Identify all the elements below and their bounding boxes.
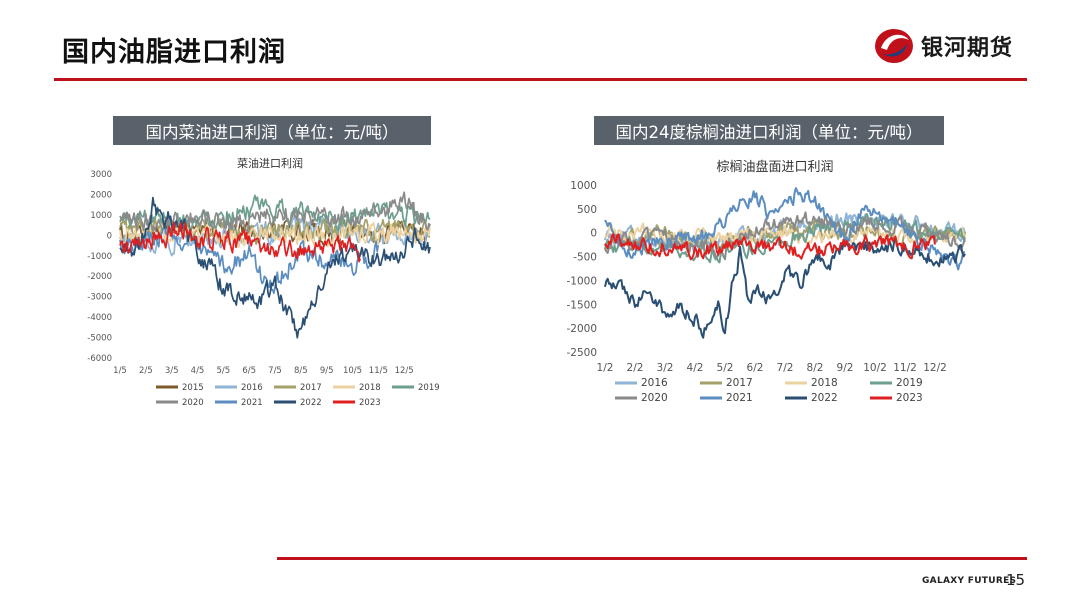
palm-y-tick-label-2: 0	[590, 228, 597, 240]
page-title: 国内油脂进口利润	[62, 37, 286, 68]
rapeseed-legend-label-2016: 2016	[241, 383, 263, 393]
rapeseed-series-line-2023	[119, 221, 362, 263]
palm-series-line-2021	[604, 187, 965, 271]
rapeseed-y-tick-label-0: 3000	[90, 170, 112, 180]
rapeseed-y-tick-label-2: 1000	[90, 211, 112, 221]
rapeseed-legend-label-2020: 2020	[182, 398, 204, 408]
palm-y-tick-label-1: 500	[577, 204, 597, 216]
galaxy-logo-icon	[875, 29, 913, 63]
rapeseed-y-tick-label-5: -2000	[87, 272, 112, 282]
palm-y-tick-label-3: -500	[573, 252, 597, 264]
rapeseed-legend-label-2022: 2022	[300, 398, 322, 408]
palm-x-tick-label-10: 11/2	[893, 362, 917, 374]
rapeseed-y-tick-label-8: -5000	[87, 334, 112, 344]
palm-x-tick-label-9: 10/2	[863, 362, 887, 374]
rapeseed-x-tick-label-1: 2/5	[139, 366, 153, 376]
logo-text: 银河期货	[921, 36, 1014, 61]
palm-x-tick-label-8: 9/2	[837, 362, 854, 374]
palm-x-tick-label-1: 2/2	[627, 362, 644, 374]
rapeseed-x-tick-label-0: 1/5	[113, 366, 127, 376]
chart-label-bar-palm: 国内24度棕榈油进口利润（单位：元/吨）	[594, 116, 944, 145]
rapeseed-series-line-2016	[119, 214, 431, 257]
palm-series-line-2023	[604, 233, 936, 261]
palm-y-tick-label-5: -1500	[566, 299, 597, 311]
palm-x-tick-label-3: 4/2	[687, 362, 704, 374]
palm-x-tick-label-11: 12/2	[923, 362, 947, 374]
rapeseed-x-tick-label-3: 4/5	[191, 366, 205, 376]
palm-x-tick-label-4: 5/2	[717, 362, 734, 374]
rapeseed-x-tick-label-4: 5/5	[216, 366, 230, 376]
rapeseed-x-tick-label-6: 7/5	[268, 366, 282, 376]
rapeseed-legend-label-2015: 2015	[182, 383, 204, 393]
rapeseed-legend-label-2021: 2021	[241, 398, 263, 408]
rapeseed-y-tick-label-3: 0	[107, 231, 112, 241]
palm-chart-title: 棕榈油盘面进口利润	[716, 159, 833, 175]
palm-legend-label-2021: 2021	[726, 392, 753, 404]
company-logo: 银河期货	[873, 26, 1013, 66]
rapeseed-x-tick-label-10: 11/5	[369, 366, 388, 376]
rapeseed-y-tick-label-4: -1000	[87, 252, 112, 262]
palm-x-tick-label-7: 8/2	[807, 362, 824, 374]
rapeseed-profit-chart: 菜油进口利润 3000 2000 1000 0 -1000 -2000 -3000 -4000 -…	[87, 156, 440, 408]
rapeseed-y-tick-label-7: -4000	[87, 313, 112, 323]
rapeseed-legend-label-2023: 2023	[359, 398, 381, 408]
header-divider	[54, 78, 1027, 81]
rapeseed-x-tick-label-5: 6/5	[242, 366, 256, 376]
footer-divider	[277, 557, 1027, 560]
page-number: 15	[1006, 571, 1026, 589]
rapeseed-x-tick-label-9: 10/5	[343, 366, 362, 376]
palm-x-tick-label-2: 3/2	[657, 362, 674, 374]
palm-series-line-2020	[604, 211, 966, 261]
rapeseed-x-tick-label-8: 9/5	[320, 366, 334, 376]
palm-legend-label-2018: 2018	[811, 377, 838, 389]
rapeseed-x-tick-label-2: 3/5	[165, 366, 179, 376]
palm-y-tick-label-0: 1000	[570, 180, 597, 192]
rapeseed-x-tick-label-7: 8/5	[294, 366, 308, 376]
palm-legend-label-2016: 2016	[641, 377, 668, 389]
palm-y-tick-label-6: -2000	[566, 323, 597, 335]
rapeseed-legend-label-2018: 2018	[359, 383, 381, 393]
palm-legend-label-2020: 2020	[641, 392, 668, 404]
palm-x-tick-label-5: 6/2	[747, 362, 764, 374]
palm-y-tick-label-4: -1000	[566, 275, 597, 287]
palm-legend-label-2019: 2019	[896, 377, 923, 389]
rapeseed-y-tick-label-1: 2000	[90, 190, 112, 200]
palm-legend-label-2023: 2023	[896, 392, 923, 404]
footer-brand: GALAXY FUTURES	[922, 576, 1017, 586]
rapeseed-y-tick-label-9: -6000	[87, 354, 112, 364]
palm-series-line-2018	[604, 222, 966, 248]
rapeseed-legend-label-2017: 2017	[300, 383, 322, 393]
palm-profit-chart: 棕榈油盘面进口利润 1000 500 0 -500 -1000 -1500 -2000 -250…	[566, 159, 966, 404]
rapeseed-y-tick-label-6: -3000	[87, 293, 112, 303]
palm-x-tick-label-0: 1/2	[597, 362, 614, 374]
rapeseed-series-line-2022	[119, 196, 431, 339]
palm-legend-label-2022: 2022	[811, 392, 838, 404]
palm-legend-label-2017: 2017	[726, 377, 753, 389]
chart-label-bar-rapeseed: 国内菜油进口利润（单位：元/吨）	[113, 116, 431, 145]
rapeseed-chart-title: 菜油进口利润	[237, 156, 303, 170]
rapeseed-x-tick-label-11: 12/5	[395, 366, 414, 376]
palm-series-line-2022	[604, 236, 966, 339]
palm-y-tick-label-7: -2500	[566, 347, 597, 359]
rapeseed-legend-label-2019: 2019	[418, 383, 440, 393]
palm-x-tick-label-6: 7/2	[777, 362, 794, 374]
